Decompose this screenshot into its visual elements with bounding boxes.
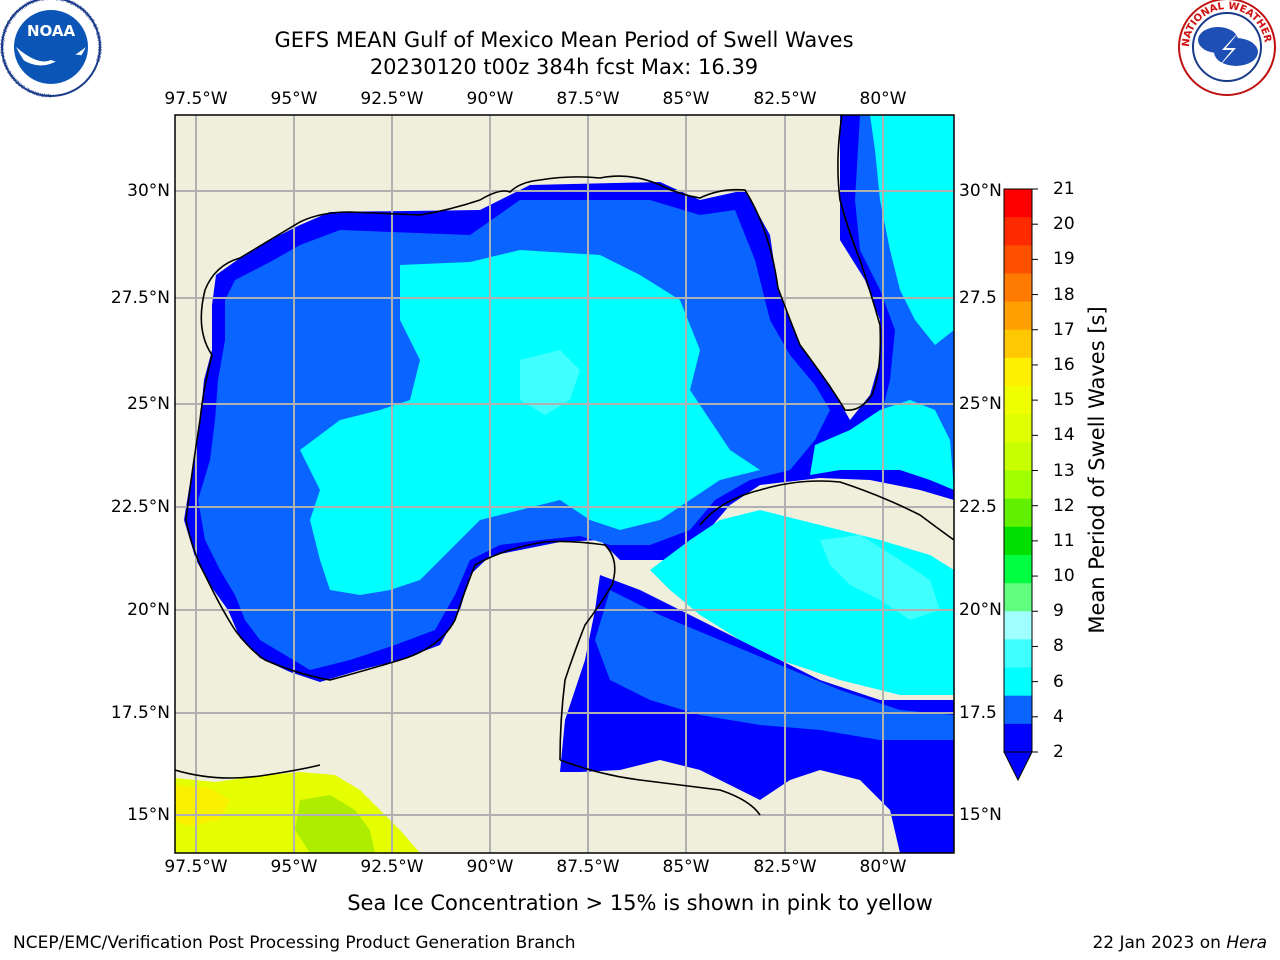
colorbar-segment [1004, 723, 1032, 753]
colorbar-segment [1004, 442, 1032, 471]
lon-tick-bottom: 97.5°W [164, 857, 228, 877]
colorbar-segment [1004, 667, 1032, 697]
nws-logo: NATIONAL WEATHER SERVICE [0, 0, 1276, 96]
lon-tick-bottom: 87.5°W [556, 857, 620, 877]
lat-tick-right: 17.5 [959, 703, 997, 723]
colorbar-segment [1004, 526, 1032, 556]
swell-band-6-8 [300, 250, 760, 595]
lon-tick-top: 97.5°W [164, 89, 228, 109]
lon-tick-bottom: 82.5°W [753, 857, 817, 877]
footer-credit: NCEP/EMC/Verification Post Processing Pr… [13, 933, 576, 953]
colorbar-segment [1004, 217, 1032, 246]
colorbar-segment [1004, 357, 1032, 387]
colorbar-segment [1004, 554, 1032, 584]
lat-tick-left: 27.5°N [110, 288, 170, 308]
colorbar-tick-label: 20 [1053, 214, 1075, 235]
map-frame [174, 114, 955, 854]
lon-tick-top: 80°W [859, 89, 907, 109]
colorbar-tick-label: 16 [1053, 354, 1075, 375]
colorbar-segment [1004, 273, 1032, 303]
colorbar-segment [1004, 414, 1032, 443]
lat-tick-right: 15°N [959, 805, 1002, 825]
lon-tick-bottom: 95°W [270, 857, 318, 877]
footer-date-text: 22 Jan 2023 on [1092, 933, 1227, 953]
colorbar-segment [1004, 301, 1032, 331]
lat-tick-left: 30°N [127, 181, 170, 201]
colorbar-segment [1004, 695, 1032, 725]
colorbar-segment [1004, 245, 1032, 274]
footer-host: Hera [1226, 933, 1267, 953]
colorbar-tick-label: 6 [1053, 671, 1064, 692]
colorbar-extend-arrow [1003, 751, 1033, 782]
lat-tick-left: 17.5°N [110, 703, 170, 723]
colorbar-tick-label: 14 [1053, 425, 1075, 446]
lat-tick-left: 25°N [127, 394, 170, 414]
colorbar-tick-label: 21 [1053, 179, 1075, 199]
lat-tick-left: 20°N [127, 600, 170, 620]
ice-concentration-pacific-core [295, 795, 375, 853]
lat-tick-right: 22.5 [959, 497, 997, 517]
footer-date: 22 Jan 2023 on Hera [1092, 933, 1267, 953]
colorbar [1003, 188, 1038, 782]
colorbar-segment [1004, 386, 1032, 415]
lon-tick-bottom: 92.5°W [360, 857, 424, 877]
colorbar-tick-label: 2 [1053, 742, 1064, 762]
colorbar-tick-label: 4 [1053, 706, 1064, 727]
lat-tick-right: 25°N [959, 394, 1002, 414]
colorbar-tick-label: 9 [1053, 601, 1064, 622]
colorbar-label: Mean Period of Swell Waves [s] [1085, 306, 1109, 634]
colorbar-tick-label: 8 [1053, 636, 1064, 657]
lat-tick-right: 20°N [959, 600, 1002, 620]
lon-tick-top: 92.5°W [360, 89, 424, 109]
ice-note: Sea Ice Concentration > 15% is shown in … [347, 891, 933, 915]
swell-band-8-9 [520, 350, 580, 415]
lon-tick-bottom: 85°W [662, 857, 710, 877]
lon-tick-top: 90°W [466, 89, 514, 109]
colorbar-segment [1004, 583, 1032, 612]
lat-tick-left: 15°N [127, 805, 170, 825]
colorbar-segment [1004, 611, 1032, 640]
colorbar-segment [1004, 189, 1032, 218]
colorbar-segment [1004, 329, 1032, 359]
map-gridlines [175, 115, 954, 853]
lat-tick-left: 22.5°N [110, 497, 170, 517]
svg-text:NATIONAL WEATHER SERVICE: NATIONAL WEATHER SERVICE [0, 0, 1273, 47]
lat-tick-right: 27.5 [959, 288, 997, 308]
colorbar-tick-label: 15 [1053, 390, 1075, 411]
swell-band-4-6-caribbean [595, 590, 954, 740]
map-area [175, 115, 954, 853]
lon-tick-bottom: 80°W [859, 857, 907, 877]
lat-tick-right: 30°N [959, 181, 1002, 201]
lon-tick-top: 87.5°W [556, 89, 620, 109]
swell-band-8-9-caribbean [820, 535, 940, 620]
colorbar-segment [1004, 470, 1032, 500]
colorbar-tick-label: 13 [1053, 460, 1075, 481]
map-title: GEFS MEAN Gulf of Mexico Mean Period of … [274, 28, 854, 52]
lon-tick-top: 95°W [270, 89, 318, 109]
colorbar-segment [1004, 498, 1032, 528]
colorbar-tick-label: 19 [1053, 249, 1075, 270]
colorbar-tick-label: 12 [1053, 495, 1075, 516]
colorbar-tick-label: 10 [1053, 566, 1075, 587]
coastlines [175, 115, 954, 816]
nws-logo-ring-text: NATIONAL WEATHER SERVICE [0, 0, 1273, 47]
noaa-logo-text: NOAA [27, 22, 76, 40]
colorbar-tick-label: 18 [1053, 284, 1075, 305]
map-subtitle: 20230120 t00z 384h fcst Max: 16.39 [369, 55, 759, 79]
lon-tick-top: 82.5°W [753, 89, 817, 109]
lon-tick-top: 85°W [662, 89, 710, 109]
colorbar-tick-label: 11 [1053, 530, 1075, 551]
noaa-logo: NOAA NATIONAL OCEANIC AND ATMOSPHERIC AD… [0, 0, 102, 98]
colorbar-segment [1004, 639, 1032, 669]
swell-band-6-8-atlantic [870, 115, 954, 345]
lon-tick-bottom: 90°W [466, 857, 514, 877]
colorbar-tick-label: 17 [1053, 319, 1075, 340]
